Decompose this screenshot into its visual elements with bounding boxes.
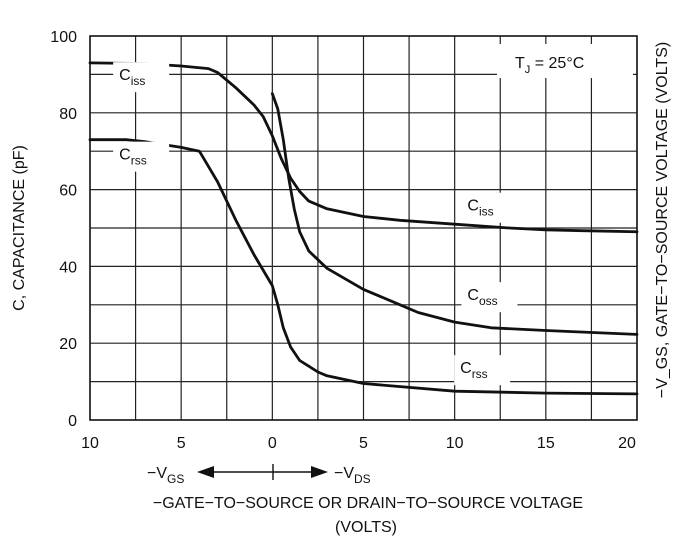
curves [88,61,639,396]
x-axis-title-line1: −GATE−TO−SOURCE OR DRAIN−TO−SOURCE VOLTA… [153,495,583,512]
y-tick-label: 80 [59,106,77,123]
x-axis-title-line2: (VOLTS) [335,519,397,536]
x-tick-label: 0 [268,435,277,452]
y-tick-label: 40 [59,259,77,276]
y-axis-title: C, CAPACITANCE (pF) [11,145,28,311]
left-arrowhead [197,466,214,478]
curve-label-bg [113,62,170,93]
vds-direction-label: −VDS [334,465,371,486]
curve-label-bg [454,355,511,386]
y-tick-label: 0 [68,413,77,430]
plot-frame [89,35,638,421]
y-tick-label: 100 [50,29,77,46]
right-axis-title: −V_GS, GATE−TO−SOURCE VOLTAGE (VOLTS) [654,42,671,398]
curve-labels: Ciss Crss Ciss Coss Crss [113,62,518,386]
curve-label-Ciss: Ciss [119,67,145,88]
curve-label-Crss: Crss [460,360,488,381]
grid [90,36,637,420]
condition-box-bg [497,44,633,78]
curve-label-bg [461,282,518,313]
series-line-Ciss [88,61,639,234]
series-line-Coss [270,92,639,336]
x-tick-label: 5 [177,435,186,452]
right-arrowhead [311,466,328,478]
curve-label-Crss: Crss [119,147,147,168]
x-tick-label: 5 [359,435,368,452]
y-tick-label: 60 [59,183,77,200]
y-tick-label: 20 [59,336,77,353]
x-tick-label: 10 [81,435,99,452]
series-line-Crss [88,138,639,396]
curve-label-bg [113,141,170,172]
x-tick-label: 15 [537,435,555,452]
x-tick-label: 10 [446,435,464,452]
x-tick-label: 20 [618,435,636,452]
tick-labels: 10 5 0 5 10 15 20 0 20 40 60 80 100 [50,29,636,452]
condition-label: TJ = 25°C [515,55,584,76]
curve-label-bg [461,192,518,223]
direction-arrows [197,464,328,480]
curve-label-Ciss: Ciss [467,198,493,219]
curve-label-Coss: Coss [467,287,497,308]
vgs-direction-label: −VGS [147,465,184,486]
